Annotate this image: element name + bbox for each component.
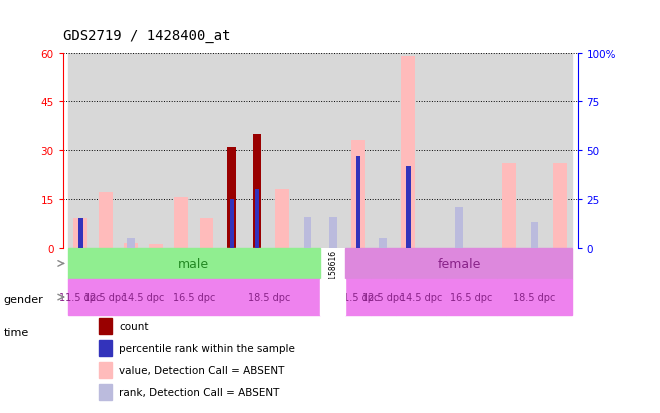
Bar (253, 135, 261, 248)
Bar (99, 384, 112, 400)
Bar (68, 54, 93, 248)
Bar (99, 362, 112, 378)
Bar (356, 157, 360, 248)
Bar (219, 54, 244, 248)
Text: male: male (178, 257, 209, 270)
Bar (370, 54, 396, 248)
Bar (227, 147, 236, 248)
Text: 12.5 dpc: 12.5 dpc (84, 292, 127, 302)
Text: female: female (437, 257, 480, 270)
Bar (68, 248, 320, 280)
Bar (98, 193, 113, 248)
Bar (497, 54, 522, 248)
Bar (497, 280, 572, 315)
Bar (149, 244, 163, 248)
Bar (219, 280, 320, 315)
Bar (396, 54, 421, 248)
Bar (446, 280, 497, 315)
Bar (118, 54, 143, 248)
Bar (78, 219, 82, 248)
Bar (471, 54, 497, 248)
Bar (118, 280, 169, 315)
Bar (73, 219, 87, 248)
Bar (345, 280, 370, 315)
Bar (553, 164, 567, 248)
Bar (169, 280, 219, 315)
Text: 18.5 dpc: 18.5 dpc (248, 292, 291, 302)
Bar (401, 57, 415, 248)
Bar (194, 54, 219, 248)
Bar (199, 219, 213, 248)
Text: 14.5 dpc: 14.5 dpc (400, 292, 442, 302)
Bar (421, 54, 446, 248)
Text: GDS2719 / 1428400_at: GDS2719 / 1428400_at (63, 29, 230, 43)
Text: gender: gender (3, 294, 43, 304)
Text: 16.5 dpc: 16.5 dpc (450, 292, 493, 302)
Bar (127, 238, 135, 248)
Bar (396, 280, 446, 315)
Text: count: count (119, 321, 148, 331)
Bar (329, 218, 337, 248)
Text: 11.5 dpc: 11.5 dpc (337, 292, 379, 302)
Text: value, Detection Call = ABSENT: value, Detection Call = ABSENT (119, 365, 284, 375)
Bar (522, 54, 547, 248)
Bar (446, 54, 471, 248)
Bar (320, 54, 345, 248)
Bar (345, 54, 370, 248)
Bar (320, 280, 345, 315)
Bar (455, 207, 463, 248)
Bar (124, 243, 138, 248)
Bar (295, 54, 320, 248)
Bar (370, 280, 396, 315)
Bar (174, 198, 188, 248)
Bar (406, 166, 411, 248)
Bar (502, 164, 516, 248)
Text: 16.5 dpc: 16.5 dpc (173, 292, 215, 302)
Bar (547, 54, 572, 248)
Text: time: time (3, 328, 28, 337)
Bar (93, 280, 118, 315)
Bar (345, 248, 572, 280)
Bar (143, 54, 169, 248)
Bar (255, 190, 259, 248)
Bar (93, 54, 118, 248)
Text: 11.5 dpc: 11.5 dpc (59, 292, 102, 302)
Bar (275, 190, 289, 248)
Bar (270, 54, 295, 248)
Text: 12.5 dpc: 12.5 dpc (362, 292, 405, 302)
Text: 14.5 dpc: 14.5 dpc (122, 292, 164, 302)
Text: rank, Detection Call = ABSENT: rank, Detection Call = ABSENT (119, 387, 280, 397)
Bar (304, 218, 312, 248)
Bar (531, 223, 539, 248)
Bar (351, 141, 365, 248)
Text: 18.5 dpc: 18.5 dpc (513, 292, 556, 302)
Bar (99, 318, 112, 334)
Bar (68, 280, 93, 315)
Bar (230, 199, 234, 248)
Bar (99, 340, 112, 356)
Text: percentile rank within the sample: percentile rank within the sample (119, 343, 295, 353)
Bar (169, 54, 194, 248)
Bar (379, 238, 387, 248)
Bar (244, 54, 270, 248)
